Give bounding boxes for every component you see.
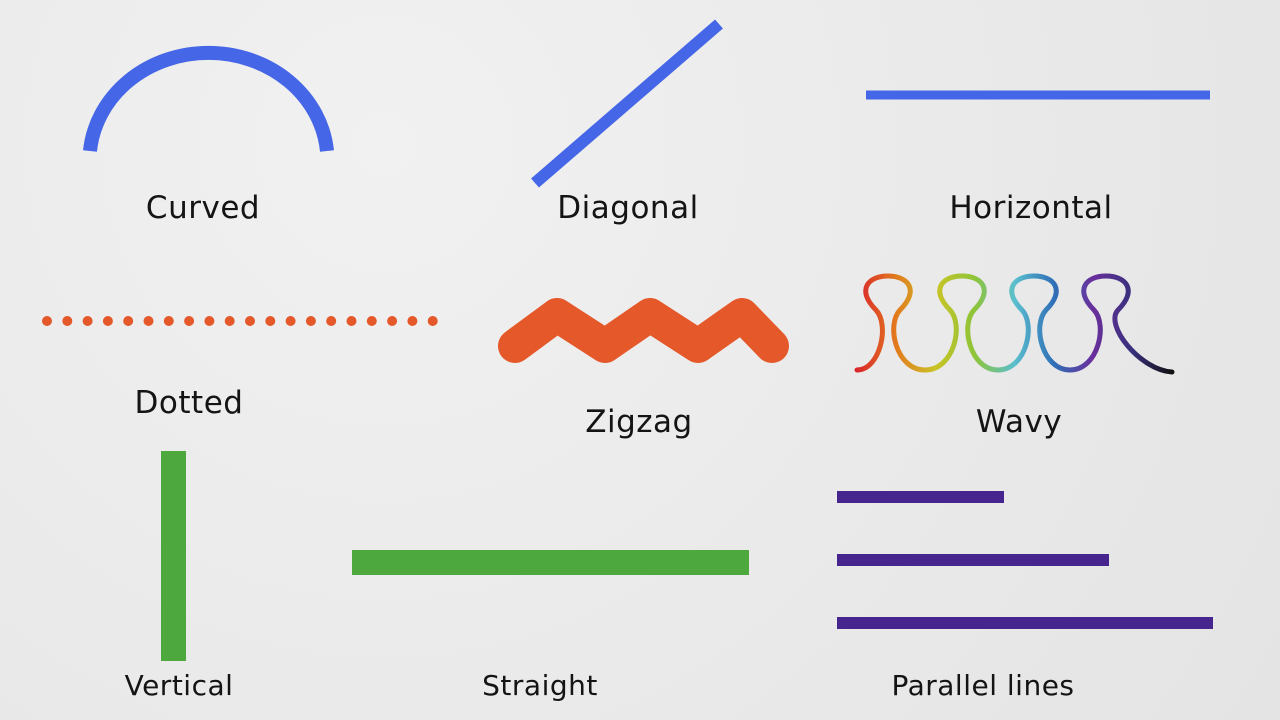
vertical-line [161, 451, 186, 661]
dot [387, 316, 398, 326]
wavy-line [854, 273, 1175, 375]
dot [184, 316, 195, 326]
zigzag-line [498, 298, 789, 363]
parallel-line-3 [837, 617, 1213, 629]
label-dotted: Dotted [134, 385, 244, 421]
dot [123, 316, 134, 326]
dot [407, 316, 418, 326]
dot [143, 316, 154, 326]
dot [305, 316, 316, 326]
dot [42, 316, 52, 326]
dot [102, 316, 113, 326]
dot [204, 316, 215, 326]
curved-line [83, 45, 334, 152]
dot [346, 316, 357, 326]
dot [82, 316, 93, 326]
straight-line [352, 550, 749, 575]
label-straight: Straight [482, 669, 598, 702]
diagonal-line [531, 19, 723, 188]
label-wavy: Wavy [975, 404, 1063, 440]
parallel-line-2 [837, 554, 1109, 566]
label-parallel-lines: Parallel lines [891, 669, 1075, 702]
label-vertical: Vertical [124, 669, 234, 702]
dot [285, 316, 296, 326]
dot [366, 316, 377, 326]
dot [265, 316, 276, 326]
dot [62, 316, 73, 326]
label-horizontal: Horizontal [949, 190, 1113, 226]
parallel-line-1 [837, 491, 1004, 503]
dotted-line [42, 316, 438, 326]
dot [326, 316, 337, 326]
label-zigzag: Zigzag [585, 404, 693, 440]
label-curved: Curved [145, 190, 261, 226]
dot [427, 316, 438, 326]
dot [245, 316, 255, 326]
label-diagonal: Diagonal [557, 190, 699, 226]
dot [224, 316, 235, 326]
dot [163, 316, 174, 326]
